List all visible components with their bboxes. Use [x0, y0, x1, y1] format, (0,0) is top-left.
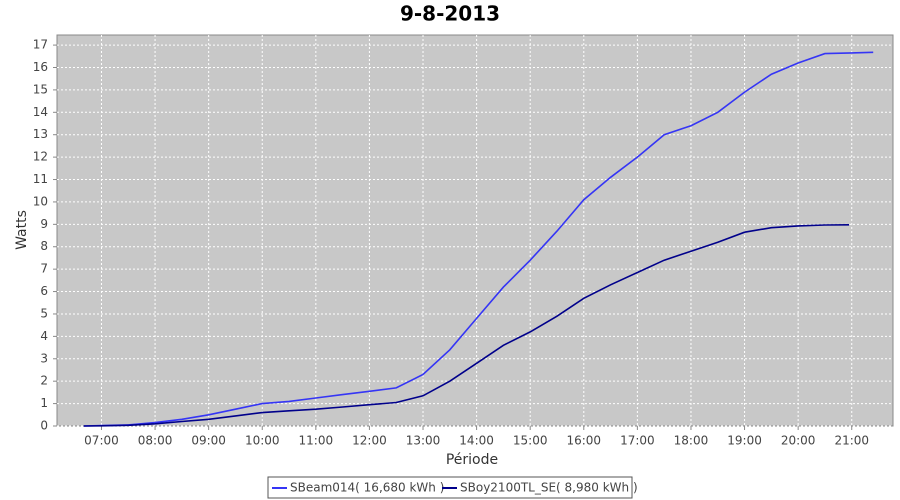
x-tick-label: 08:00 — [138, 434, 173, 448]
y-tick-label: 15 — [33, 82, 48, 96]
y-tick-label: 5 — [40, 306, 48, 320]
y-tick-label: 17 — [33, 38, 48, 52]
y-tick-label: 4 — [40, 329, 48, 343]
y-tick-label: 7 — [40, 262, 48, 276]
y-tick-label: 14 — [33, 105, 48, 119]
series-line — [83, 224, 850, 427]
x-tick-label: 13:00 — [406, 434, 441, 448]
y-tick-label: 9 — [40, 217, 48, 231]
x-tick-label: 11:00 — [299, 434, 334, 448]
x-tick-label: 07:00 — [84, 434, 119, 448]
y-tick-label: 1 — [40, 396, 48, 410]
x-tick-label: 14:00 — [459, 434, 494, 448]
y-tick-label: 13 — [33, 127, 48, 141]
y-tick-label: 16 — [33, 60, 48, 74]
x-tick-label: 16:00 — [566, 434, 601, 448]
plot-area — [56, 34, 894, 427]
y-axis-label: Watts — [14, 210, 30, 250]
x-tick-label: 19:00 — [727, 434, 762, 448]
y-tick-label: 0 — [40, 419, 48, 433]
series-line — [83, 51, 874, 427]
x-tick-label: 10:00 — [245, 434, 280, 448]
y-tick-label: 10 — [33, 194, 48, 208]
y-tick-label: 3 — [40, 351, 48, 365]
y-tick-label: 8 — [40, 239, 48, 253]
legend-label: SBeam014( 16,680 kWh ) — [290, 481, 444, 495]
x-tick-label: 15:00 — [513, 434, 548, 448]
x-tick-label: 21:00 — [834, 434, 869, 448]
x-axis-label: Période — [446, 452, 498, 468]
x-tick-label: 17:00 — [620, 434, 655, 448]
x-tick-label: 18:00 — [674, 434, 709, 448]
x-tick-label: 20:00 — [781, 434, 816, 448]
y-tick-label: 12 — [33, 150, 48, 164]
chart-title: 9-8-2013 — [400, 2, 500, 26]
x-tick-label: 09:00 — [191, 434, 226, 448]
x-tick-label: 12:00 — [352, 434, 387, 448]
legend-label: SBoy2100TL_SE( 8,980 kWh ) — [460, 481, 638, 495]
y-tick-label: 11 — [33, 172, 48, 186]
y-tick-label: 2 — [40, 374, 48, 388]
y-tick-label: 6 — [40, 284, 48, 298]
